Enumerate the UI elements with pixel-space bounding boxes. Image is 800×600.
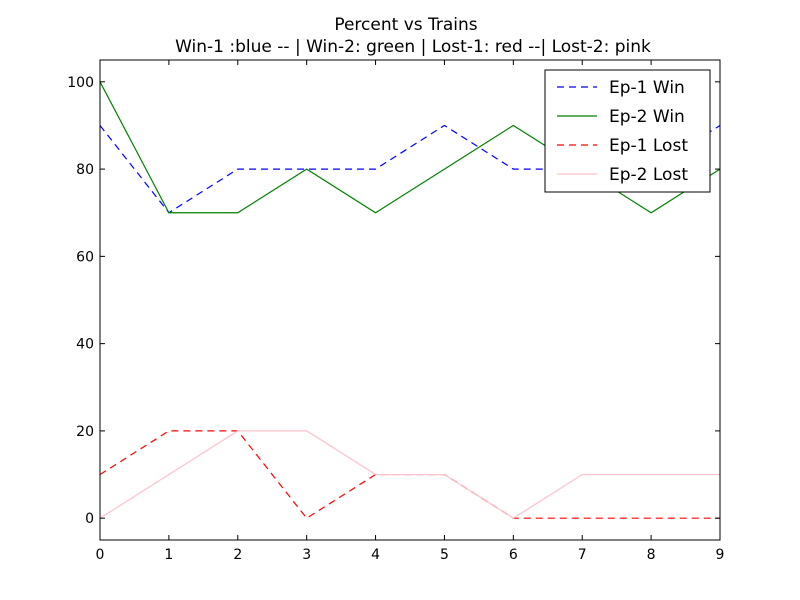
y-tick-label: 100 [67, 75, 94, 91]
plot-frame [99, 59, 721, 541]
legend-label-4: Ep-2 Lost [609, 165, 688, 185]
x-tick-label: 8 [647, 547, 656, 563]
series-line-4 [99, 430, 720, 519]
legend-label-2: Ep-2 Win [609, 107, 685, 127]
y-tick-label: 40 [76, 337, 94, 353]
x-tick-label: 3 [302, 547, 311, 563]
chart-subtitle: Win-1 :blue -- | Win-2: green | Lost-1: … [175, 37, 651, 57]
y-tick-label: 80 [76, 162, 94, 178]
x-tick-label: 9 [716, 547, 725, 563]
x-tick-label: 7 [578, 547, 587, 563]
legend-label-3: Ep-1 Lost [609, 136, 688, 156]
legend-label-1: Ep-1 Win [609, 78, 685, 98]
y-tick-label: 20 [76, 424, 94, 440]
legend: Ep-1 Win Ep-2 Win Ep-1 Lost Ep-2 Lost [544, 69, 711, 193]
x-tick-label: 5 [440, 547, 449, 563]
ticks-layer: 0 1 2 3 4 5 6 7 8 9 0 20 40 60 80 100 [67, 60, 724, 563]
y-tick-label: 60 [76, 249, 94, 265]
y-tick-label: 0 [85, 511, 94, 527]
x-tick-label: 2 [233, 547, 242, 563]
chart-title: Percent vs Trains [334, 15, 477, 35]
x-tick-label: 0 [96, 547, 105, 563]
legend-box [544, 69, 711, 193]
x-tick-label: 4 [371, 547, 380, 563]
x-tick-label: 1 [164, 547, 173, 563]
x-tick-label: 6 [509, 547, 518, 563]
